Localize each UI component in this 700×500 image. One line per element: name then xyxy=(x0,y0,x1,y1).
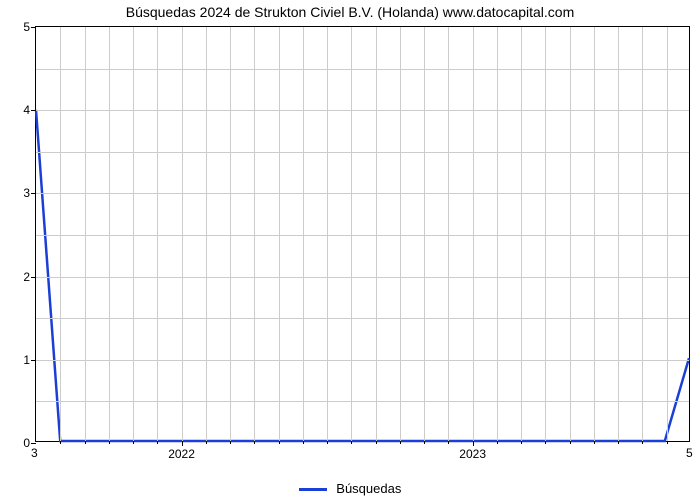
y-tick-mark xyxy=(31,443,36,444)
x-tick-minor xyxy=(206,441,207,444)
x-tick-minor xyxy=(85,441,86,444)
x-tick-minor xyxy=(279,441,280,444)
x-tick-minor xyxy=(254,441,255,444)
x-corner-left-label: 3 xyxy=(31,446,38,460)
x-tick-minor xyxy=(497,441,498,444)
gridline-v xyxy=(133,27,134,441)
legend-label: Búsquedas xyxy=(336,481,401,496)
x-tick-minor xyxy=(327,441,328,444)
x-tick-minor xyxy=(230,441,231,444)
gridline-v xyxy=(618,27,619,441)
x-tick-minor xyxy=(642,441,643,444)
x-tick-minor xyxy=(521,441,522,444)
plot-area: 01234520222023 xyxy=(35,26,690,442)
gridline-v xyxy=(254,27,255,441)
y-tick-mark xyxy=(31,277,36,278)
gridline-v xyxy=(642,27,643,441)
gridline-v xyxy=(182,27,183,441)
x-tick-minor xyxy=(424,441,425,444)
x-tick-minor xyxy=(109,441,110,444)
gridline-v xyxy=(327,27,328,441)
gridline-v xyxy=(667,27,668,441)
gridline-v xyxy=(521,27,522,441)
legend-swatch xyxy=(299,488,327,491)
gridline-v xyxy=(400,27,401,441)
gridline-v xyxy=(303,27,304,441)
gridline-v xyxy=(376,27,377,441)
x-tick-minor xyxy=(594,441,595,444)
x-tick-minor xyxy=(618,441,619,444)
gridline-v xyxy=(424,27,425,441)
x-tick-label: 2023 xyxy=(459,441,486,461)
x-tick-minor xyxy=(570,441,571,444)
gridline-v xyxy=(497,27,498,441)
gridline-v xyxy=(85,27,86,441)
gridline-v xyxy=(351,27,352,441)
y-tick-mark xyxy=(31,360,36,361)
chart-title: Búsquedas 2024 de Strukton Civiel B.V. (… xyxy=(0,4,700,20)
x-tick-minor xyxy=(133,441,134,444)
x-tick-minor xyxy=(157,441,158,444)
y-tick-mark xyxy=(31,110,36,111)
legend: Búsquedas xyxy=(0,481,700,496)
x-corner-right-label: 5 xyxy=(686,446,693,460)
gridline-v xyxy=(230,27,231,441)
y-tick-mark xyxy=(31,193,36,194)
y-tick-mark xyxy=(31,27,36,28)
x-tick-minor xyxy=(60,441,61,444)
gridline-v xyxy=(60,27,61,441)
gridline-v xyxy=(109,27,110,441)
gridline-v xyxy=(206,27,207,441)
chart-container: Búsquedas 2024 de Strukton Civiel B.V. (… xyxy=(0,0,700,500)
x-tick-minor xyxy=(400,441,401,444)
x-tick-label: 2022 xyxy=(168,441,195,461)
gridline-v xyxy=(157,27,158,441)
gridline-v xyxy=(545,27,546,441)
gridline-v xyxy=(594,27,595,441)
x-tick-minor xyxy=(448,441,449,444)
x-tick-minor xyxy=(545,441,546,444)
gridline-v xyxy=(473,27,474,441)
x-tick-minor xyxy=(667,441,668,444)
gridline-v xyxy=(448,27,449,441)
x-tick-minor xyxy=(303,441,304,444)
x-tick-minor xyxy=(351,441,352,444)
x-tick-minor xyxy=(376,441,377,444)
gridline-v xyxy=(570,27,571,441)
gridline-v xyxy=(279,27,280,441)
